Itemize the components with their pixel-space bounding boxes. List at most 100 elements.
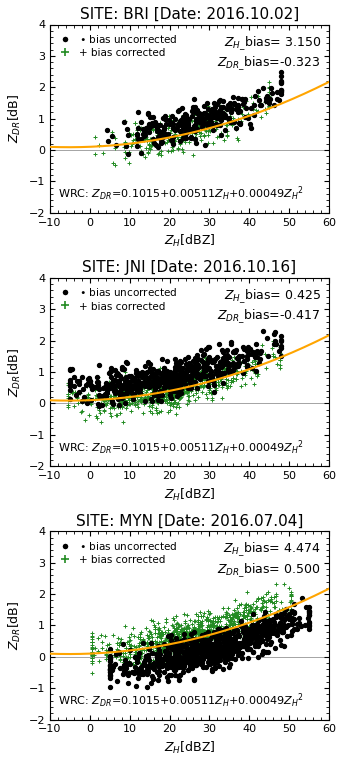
Point (211, 647, 216, 659)
Point (247, 636, 252, 649)
Point (101, 404, 107, 417)
Point (89, 626, 95, 639)
Point (194, 114, 199, 127)
Point (242, 628, 248, 640)
Point (261, 591, 266, 603)
Point (79, 395, 84, 407)
Point (167, 647, 172, 659)
Point (192, 118, 198, 130)
Point (236, 628, 241, 640)
Point (176, 658, 182, 671)
Point (215, 650, 221, 662)
Point (248, 343, 253, 356)
Point (163, 378, 168, 391)
Point (183, 652, 189, 664)
Point (186, 113, 192, 125)
Point (220, 111, 225, 123)
Point (254, 623, 260, 636)
Point (110, 396, 116, 408)
Point (204, 623, 210, 636)
Point (226, 619, 232, 631)
Point (159, 374, 165, 386)
Point (227, 102, 233, 114)
Point (117, 374, 123, 386)
Point (193, 654, 198, 666)
Point (134, 129, 140, 141)
Point (206, 124, 212, 136)
Point (217, 361, 223, 373)
Point (279, 596, 284, 608)
Point (268, 92, 273, 105)
Point (218, 114, 223, 126)
Point (211, 385, 216, 398)
Point (75, 392, 80, 404)
Point (234, 373, 239, 385)
Point (229, 103, 235, 115)
Point (247, 625, 252, 637)
Point (189, 110, 194, 122)
Point (171, 635, 176, 647)
Point (230, 619, 235, 631)
Point (248, 633, 253, 645)
Point (187, 123, 192, 135)
Point (184, 652, 189, 664)
Point (175, 374, 180, 386)
Point (162, 373, 168, 385)
Point (150, 654, 156, 666)
Point (173, 652, 179, 664)
Point (180, 662, 186, 674)
Point (153, 369, 158, 381)
Point (230, 364, 235, 376)
Point (149, 392, 155, 404)
Point (218, 355, 224, 367)
Point (213, 364, 219, 376)
Point (146, 625, 151, 637)
Point (108, 365, 114, 377)
Point (230, 609, 235, 621)
Point (188, 385, 194, 397)
Point (213, 644, 218, 656)
Point (177, 373, 183, 385)
Point (161, 638, 166, 650)
Point (245, 636, 251, 649)
Point (245, 628, 251, 640)
Point (172, 378, 177, 391)
Point (243, 95, 249, 107)
Point (176, 648, 181, 660)
Point (205, 128, 211, 140)
Point (122, 146, 128, 159)
Point (138, 395, 144, 407)
Point (167, 371, 173, 383)
Point (218, 365, 223, 378)
Point (89, 649, 95, 661)
Point (173, 364, 179, 376)
Point (162, 639, 168, 651)
Point (240, 340, 246, 353)
Point (113, 139, 119, 151)
Point (215, 652, 221, 665)
Point (220, 359, 225, 372)
Point (133, 641, 139, 653)
Point (173, 645, 179, 657)
Point (252, 348, 257, 360)
Point (252, 624, 258, 636)
Point (89, 652, 95, 665)
Point (216, 112, 221, 124)
Point (96, 404, 101, 416)
Point (163, 370, 169, 382)
Point (243, 611, 248, 623)
Point (197, 626, 202, 639)
Point (237, 615, 242, 627)
Point (199, 647, 204, 659)
Point (152, 626, 157, 639)
Point (273, 588, 279, 600)
Point (81, 382, 86, 394)
Point (145, 147, 151, 159)
Point (218, 625, 224, 637)
Point (173, 382, 178, 394)
Point (132, 652, 138, 664)
Point (213, 382, 218, 394)
Point (203, 613, 209, 626)
Point (277, 604, 282, 617)
Point (131, 391, 137, 404)
